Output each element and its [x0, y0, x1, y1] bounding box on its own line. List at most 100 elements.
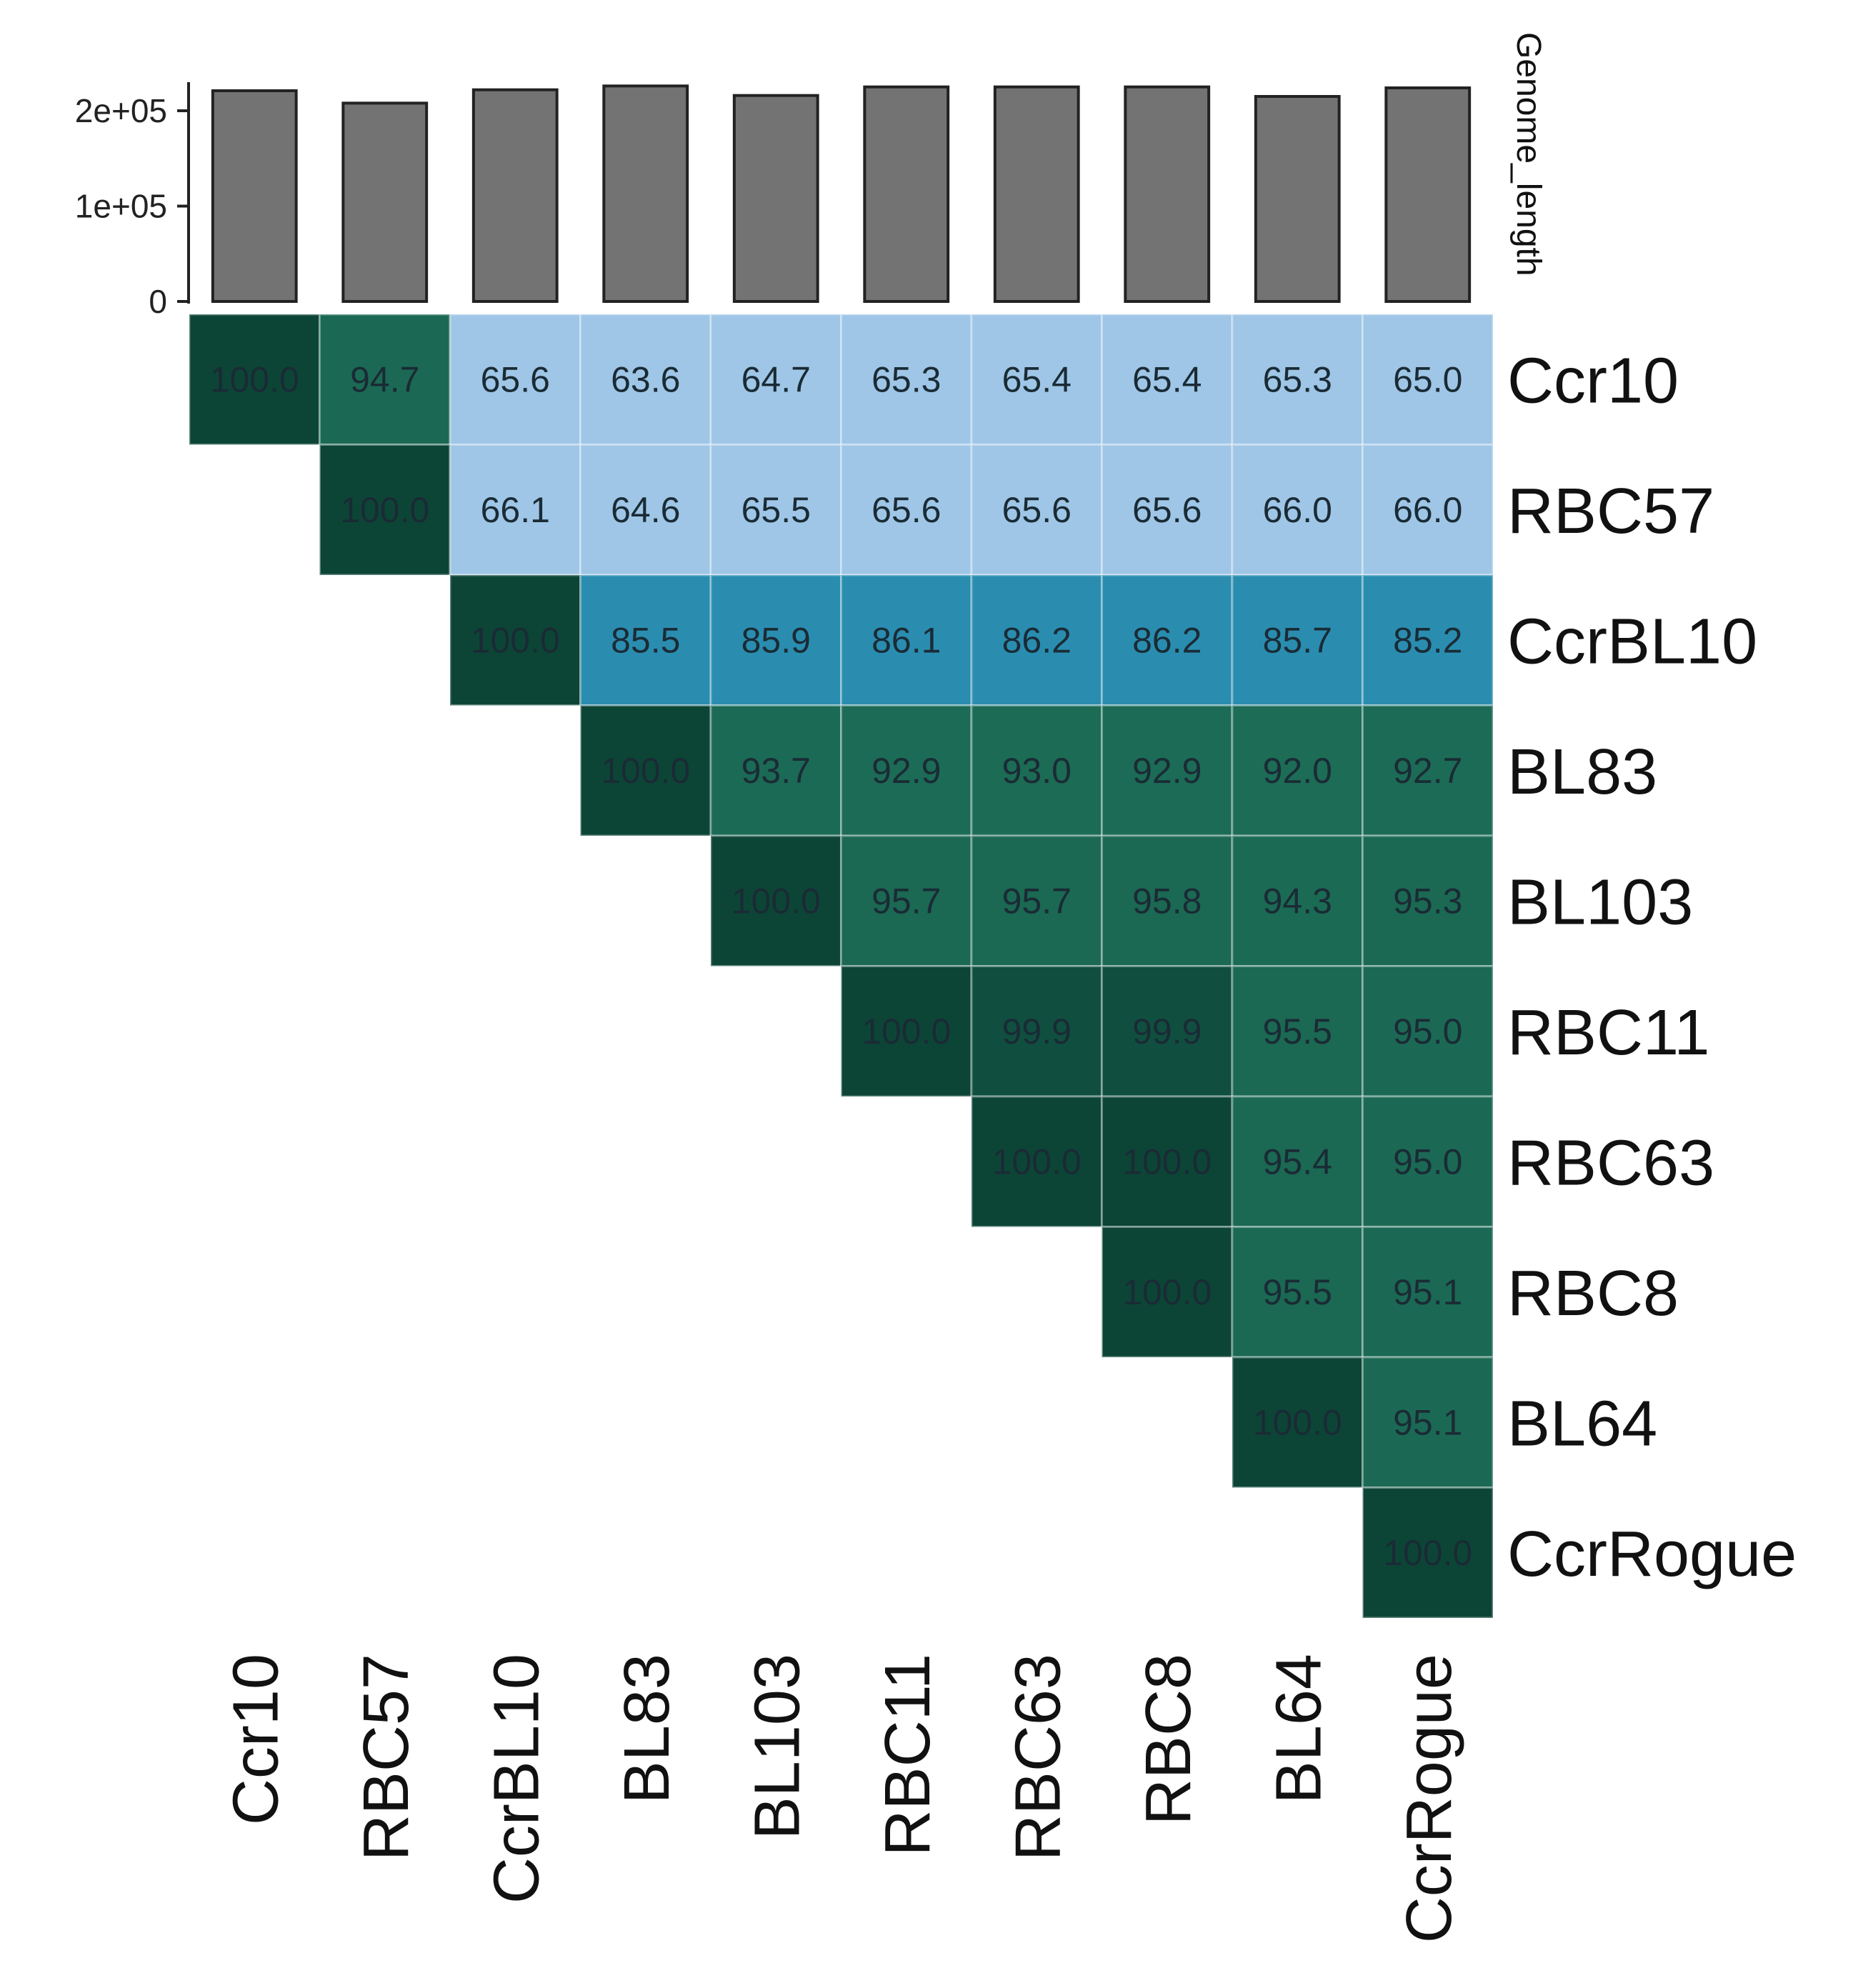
heatmap-cell-Ccr10-CcrBL10	[449, 313, 581, 446]
heatmap-cells: 100.0 94.7 65.6 63.6 64.7 65.3 65.4 65.4 65.3 65.…	[188, 313, 1494, 1619]
heatmap-cell-value: 65.5	[741, 490, 811, 530]
heatmap-cell-RBC57-RBC63	[970, 444, 1103, 576]
heatmap-cell-value: 93.0	[1002, 751, 1072, 791]
heatmap-cell-RBC57-CcrRogue	[1362, 444, 1494, 576]
heatmap-cell-BL64-CcrRogue	[1362, 1356, 1494, 1489]
heatmap-cell-RBC57-BL64	[1231, 444, 1364, 576]
heatmap-row-label: Ccr10	[1507, 345, 1679, 416]
bar-BL83	[602, 84, 689, 303]
heatmap-row-label: CcrBL10	[1507, 606, 1757, 677]
heatmap-cell-value: 65.6	[481, 359, 550, 399]
heatmap-cell-RBC63-BL64	[1231, 1095, 1364, 1228]
heatmap-column-label: RBC11	[872, 1654, 944, 1856]
heatmap-cell-value: 95.1	[1393, 1402, 1462, 1442]
heatmap-cell-RBC57-RBC57	[319, 444, 451, 576]
heatmap-cell-value: 93.7	[741, 751, 811, 791]
heatmap-cell-value: 85.9	[741, 620, 811, 660]
heatmap-cell-RBC57-BL83	[579, 444, 712, 576]
heatmap-cell-value: 95.0	[1393, 1142, 1462, 1182]
heatmap-cell-value: 65.4	[1002, 359, 1072, 399]
heatmap-row-label: RBC11	[1507, 997, 1709, 1069]
heatmap-cell-value: 86.1	[871, 620, 941, 660]
heatmap-cell-value: 65.6	[871, 490, 941, 530]
heatmap-cell-BL83-RBC11	[840, 704, 973, 837]
heatmap-row-label: BL64	[1507, 1388, 1657, 1459]
heatmap-cell-value: 95.3	[1393, 881, 1462, 921]
heatmap-cell-value: 100.0	[1253, 1402, 1342, 1442]
heatmap-row-label: BL103	[1507, 866, 1693, 938]
heatmap-column-label: CcrRogue	[1394, 1654, 1465, 1943]
heatmap-column-label: CcrBL10	[481, 1654, 552, 1904]
heatmap-cell-value: 85.5	[611, 620, 680, 660]
heatmap-cell-RBC57-RBC8	[1101, 444, 1234, 576]
heatmap-row-label: RBC8	[1507, 1258, 1679, 1329]
heatmap-cell-value: 65.3	[1263, 359, 1332, 399]
heatmap-cell-RBC11-RBC8	[1101, 965, 1234, 1098]
heatmap-column-label: RBC63	[1002, 1654, 1074, 1861]
heatmap-cell-Ccr10-RBC8	[1101, 313, 1234, 446]
bar-series	[211, 84, 1472, 304]
heatmap-cell-value: 66.0	[1393, 490, 1462, 530]
heatmap-cell-value: 100.0	[210, 359, 299, 399]
heatmap-cell-value: 94.7	[350, 359, 419, 399]
heatmap-cell-value: 95.5	[1263, 1012, 1332, 1052]
heatmap-cell-BL83-BL103	[709, 704, 842, 837]
heatmap-cell-value: 95.7	[871, 881, 941, 921]
heatmap-column-label: RBC57	[351, 1654, 422, 1861]
heatmap-cell-value: 65.6	[1132, 490, 1202, 530]
heatmap-cell-CcrBL10-RBC63	[970, 574, 1103, 706]
heatmap-cell-RBC63-CcrRogue	[1362, 1095, 1494, 1228]
bar-Ccr10	[211, 89, 298, 304]
bar-y-tick-label: 1e+05	[75, 188, 167, 225]
heatmap-cell-value: 65.0	[1393, 359, 1462, 399]
bar-RBC63	[993, 85, 1080, 303]
heatmap-cell-value: 100.0	[1122, 1142, 1212, 1182]
heatmap-cell-BL103-BL64	[1231, 834, 1364, 967]
heatmap-column-label: RBC8	[1133, 1654, 1204, 1825]
heatmap-column-label: Ccr10	[220, 1654, 291, 1825]
heatmap-cell-BL83-CcrRogue	[1362, 704, 1494, 837]
heatmap-row-label: CcrRogue	[1507, 1519, 1797, 1590]
heatmap-row-label: RBC63	[1507, 1127, 1714, 1199]
bar-RBC57	[341, 101, 429, 304]
heatmap-cell-value: 65.4	[1132, 359, 1202, 399]
heatmap-cell-value: 65.3	[871, 359, 941, 399]
heatmap-cell-value: 86.2	[1002, 620, 1072, 660]
bar-y-tick-label: 0	[149, 283, 167, 320]
heatmap-cell-value: 94.3	[1263, 881, 1332, 921]
heatmap-column-label: BL103	[741, 1654, 813, 1839]
heatmap-cell-Ccr10-BL83	[579, 313, 712, 446]
heatmap-cell-BL83-RBC63	[970, 704, 1103, 837]
heatmap-cell-value: 95.7	[1002, 881, 1072, 921]
heatmap-row-labels: Ccr10 RBC57 CcrBL10 BL83 BL103 RBC11 RBC63 RBC8…	[1507, 345, 1797, 1590]
heatmap-cell-value: 95.0	[1393, 1012, 1462, 1052]
heatmap-cell-Ccr10-Ccr10	[188, 313, 321, 446]
heatmap-cell-RBC63-RBC63	[970, 1095, 1103, 1228]
heatmap-cell-RBC11-CcrRogue	[1362, 965, 1494, 1098]
heatmap-cell-BL83-BL83	[579, 704, 712, 837]
identity-heatmap-panel: 100.0 94.7 65.6 63.6 64.7 65.3 65.4 65.4 65.3 65.…	[188, 313, 1797, 1943]
heatmap-cell-value: 86.2	[1132, 620, 1202, 660]
heatmap-cell-RBC8-BL64	[1231, 1226, 1364, 1359]
heatmap-cell-value: 66.1	[481, 490, 550, 530]
heatmap-cell-CcrBL10-RBC8	[1101, 574, 1234, 706]
heatmap-cell-value: 100.0	[601, 751, 690, 791]
heatmap-cell-value: 95.1	[1393, 1272, 1462, 1312]
genome-length-bar-panel: 0 1e+05 2e+05 Genome_length	[75, 32, 1547, 320]
heatmap-cell-BL83-RBC8	[1101, 704, 1234, 837]
heatmap-column-label: BL83	[611, 1654, 683, 1804]
heatmap-cell-value: 85.2	[1393, 620, 1462, 660]
heatmap-cell-value: 92.9	[871, 751, 941, 791]
heatmap-cell-value: 66.0	[1263, 490, 1332, 530]
heatmap-cell-value: 100.0	[1383, 1533, 1472, 1573]
heatmap-row-label: BL83	[1507, 736, 1657, 808]
bar-BL64	[1254, 95, 1341, 304]
bar-CcrRogue	[1384, 86, 1472, 303]
bar-RBC8	[1124, 85, 1211, 303]
heatmap-cell-Ccr10-RBC63	[970, 313, 1103, 446]
heatmap-cell-CcrBL10-CcrRogue	[1362, 574, 1494, 706]
heatmap-cell-value: 100.0	[731, 881, 821, 921]
heatmap-cell-BL103-RBC8	[1101, 834, 1234, 967]
heatmap-column-label: BL64	[1263, 1654, 1334, 1804]
heatmap-column-labels: Ccr10 RBC57 CcrBL10 BL83 BL103 RBC11 RBC63 RBC8…	[220, 1654, 1465, 1943]
